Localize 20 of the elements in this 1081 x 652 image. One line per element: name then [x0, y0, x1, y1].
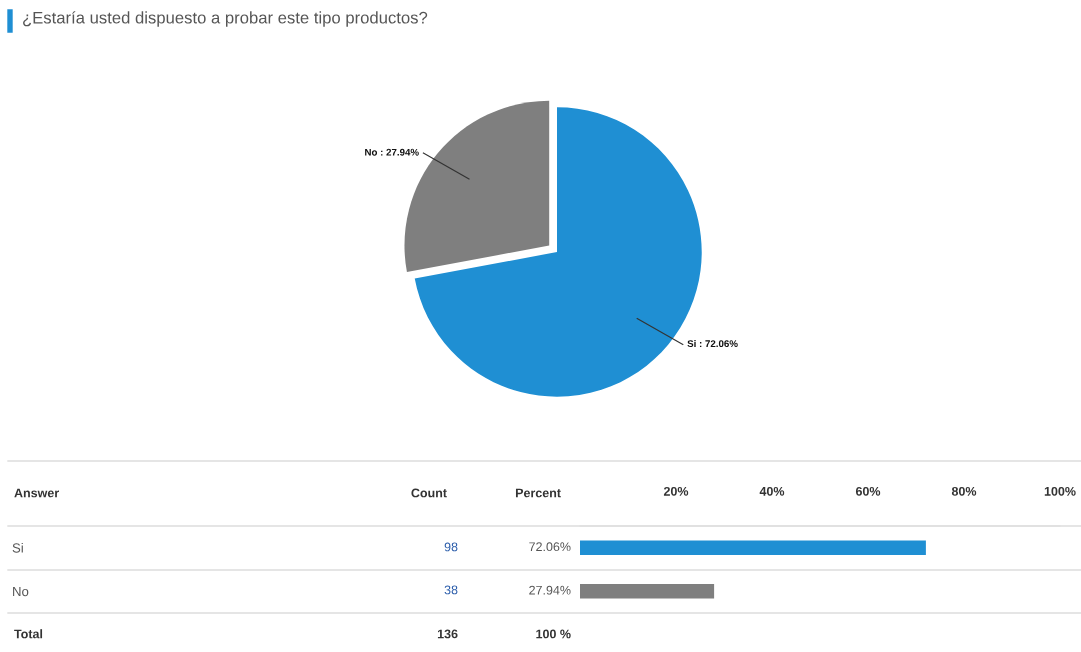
text: Count	[411, 488, 447, 498]
text: 100 %	[536, 629, 571, 639]
text: Total	[14, 629, 43, 639]
y-tick-label: Si	[12, 542, 23, 553]
text: 98	[444, 542, 458, 552]
text: Answer	[14, 488, 59, 498]
x2-tick-label: 40%	[759, 486, 785, 496]
x2-tick-label: 100%	[1044, 486, 1076, 496]
y-tick-label: No	[13, 586, 29, 597]
text: Percent	[515, 488, 561, 498]
x2-tick-label: 80%	[951, 486, 977, 496]
data-label: 27.94%	[529, 585, 571, 595]
text: 38	[444, 585, 458, 595]
text: ¿Estaría usted dispuesto a probar este tipo productos?	[23, 11, 428, 27]
slice-label: No : 27.94%	[365, 148, 419, 156]
x2-tick-label: 20%	[663, 486, 689, 496]
x2-tick-label: 60%	[855, 486, 881, 496]
data-label: 72.06%	[529, 542, 571, 552]
text: 136	[437, 629, 458, 639]
slice-label: Si : 72.06%	[687, 339, 738, 348]
